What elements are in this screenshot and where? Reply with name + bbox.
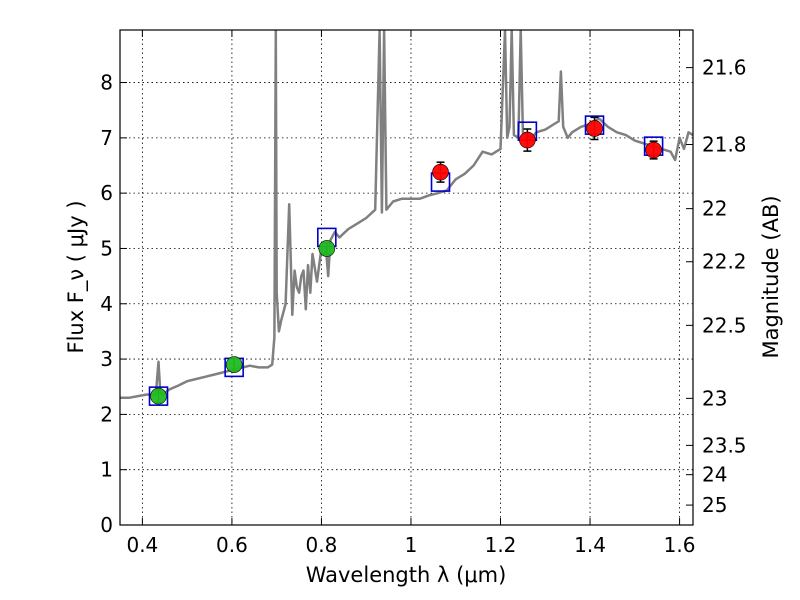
y2-tick-label: 23 — [702, 386, 727, 410]
grid-lines — [120, 30, 693, 525]
y-axis-title: Flux F_ν ( μJy ) — [64, 200, 89, 353]
photometry-point — [150, 387, 167, 405]
photometry-point — [645, 141, 662, 159]
model-spectrum-line — [120, 30, 693, 400]
y2-tick-label: 21.6 — [702, 56, 747, 80]
plot-content — [120, 30, 693, 400]
y-tick-label: 4 — [100, 292, 113, 316]
y-tick-label: 6 — [100, 181, 113, 205]
y-tick-label: 7 — [100, 126, 113, 150]
y-tick-label: 0 — [100, 513, 113, 537]
y-tick-label: 2 — [100, 402, 113, 426]
x-tick-label: 1.4 — [574, 533, 606, 557]
x-tick-label: 0.6 — [216, 533, 248, 557]
x-tick-label: 0.4 — [126, 533, 158, 557]
y2-tick-label: 22.5 — [702, 313, 747, 337]
y-tick-label: 5 — [100, 236, 113, 260]
y2-tick-label: 25 — [702, 493, 727, 517]
y-tick-label: 8 — [100, 71, 113, 95]
photometry-point — [519, 131, 536, 149]
photometry-point — [318, 240, 336, 257]
model-flux-square — [148, 386, 169, 406]
y2-tick-label: 24 — [702, 463, 727, 487]
y-tick-label: 1 — [100, 458, 113, 482]
photometry-point — [586, 120, 603, 137]
plot-frame — [119, 29, 694, 526]
x-tick-label: 1.6 — [664, 533, 696, 557]
axes-ticks: 0.4 0.6 0.8 1 1.2 1.4 1.601234567821.621.82222… — [100, 30, 747, 557]
x-tick-label: 1.2 — [485, 533, 517, 557]
x-tick-label: 1 — [405, 533, 418, 557]
photometry-points — [150, 120, 662, 405]
photometry-point — [432, 163, 449, 181]
x-tick-label: 0.8 — [306, 533, 338, 557]
y2-axis-title: Magnitude (AB) — [759, 195, 783, 358]
y2-tick-label: 22.2 — [702, 250, 747, 274]
y-tick-label: 3 — [100, 347, 113, 371]
y2-tick-label: 22 — [702, 197, 727, 221]
photometry-point — [225, 356, 243, 373]
y2-tick-label: 23.5 — [702, 433, 747, 457]
y2-tick-label: 21.8 — [702, 132, 747, 156]
x-axis-title: Wavelength λ (μm) — [306, 563, 507, 587]
